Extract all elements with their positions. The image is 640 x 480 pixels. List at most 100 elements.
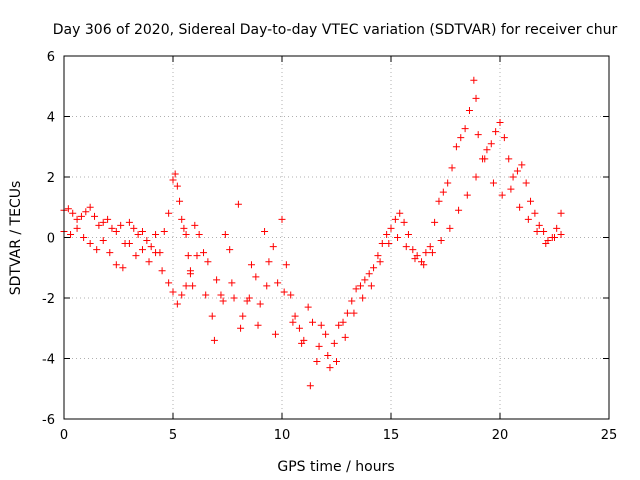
data-point [119, 264, 127, 272]
data-point [67, 230, 75, 238]
data-point [435, 197, 443, 205]
data-point [82, 208, 90, 216]
data-point [522, 179, 530, 187]
data-point [263, 282, 271, 290]
data-point [348, 297, 356, 305]
data-point [540, 227, 548, 235]
data-point [210, 336, 218, 344]
x-axis-label: GPS time / hours [277, 459, 394, 475]
data-point [361, 276, 369, 284]
data-point [160, 227, 168, 235]
data-point [178, 215, 186, 223]
data-point [228, 279, 236, 287]
data-point [287, 291, 295, 299]
data-point [171, 170, 179, 178]
data-point [420, 261, 428, 269]
data-point [274, 279, 282, 287]
data-point [422, 249, 430, 257]
data-point [446, 224, 454, 232]
data-point [77, 212, 85, 220]
data-point [531, 209, 539, 217]
y-tick-label: -2 [42, 292, 55, 307]
data-point [315, 342, 323, 350]
data-point [524, 215, 532, 223]
data-point [152, 249, 160, 257]
data-point [86, 240, 94, 248]
x-tick-label: 0 [60, 428, 68, 443]
data-point [313, 358, 321, 366]
data-point [496, 119, 504, 127]
y-tick-label: 2 [47, 171, 55, 186]
data-point [455, 206, 463, 214]
data-point [280, 288, 288, 296]
data-point [374, 252, 382, 260]
data-point [385, 240, 393, 248]
data-point [80, 234, 88, 241]
data-point [452, 143, 460, 151]
x-tick-label: 25 [601, 428, 618, 443]
data-point [184, 252, 192, 260]
data-point [125, 240, 133, 248]
data-point [182, 282, 190, 290]
data-point [557, 209, 565, 217]
data-point [86, 203, 94, 211]
data-point [152, 230, 160, 238]
x-tick-label: 5 [169, 428, 177, 443]
data-point [289, 318, 297, 326]
data-point [409, 246, 417, 254]
data-point [112, 261, 120, 269]
data-point [341, 333, 349, 341]
data-point [461, 125, 469, 133]
data-point [391, 215, 399, 223]
data-point [426, 243, 434, 251]
data-point [400, 218, 408, 226]
data-point [333, 358, 340, 366]
data-point [339, 318, 347, 326]
data-point [182, 230, 190, 238]
data-point [282, 261, 290, 269]
data-point [189, 282, 197, 290]
data-point [356, 282, 364, 290]
data-point [507, 185, 515, 193]
data-point [158, 267, 166, 275]
data-point [330, 339, 338, 347]
data-point [169, 176, 177, 184]
data-point [343, 309, 351, 317]
data-point [178, 291, 186, 299]
data-point [487, 140, 495, 148]
data-point [247, 261, 255, 269]
data-point [125, 218, 133, 226]
data-point [269, 243, 277, 251]
data-point [254, 321, 262, 329]
data-point [411, 255, 419, 263]
data-point [394, 234, 402, 241]
data-point [324, 351, 332, 359]
data-point [509, 173, 517, 181]
data-point [551, 234, 558, 241]
data-point [138, 246, 146, 254]
data-point [370, 264, 378, 272]
data-point [513, 167, 521, 175]
data-point [73, 215, 81, 223]
x-tick-label: 20 [492, 428, 509, 443]
data-point [474, 131, 482, 139]
data-point [95, 221, 103, 229]
data-point [535, 221, 543, 229]
data-point [309, 318, 317, 326]
data-point [457, 134, 465, 142]
data-point [64, 205, 72, 213]
data-point [439, 188, 447, 196]
data-point [165, 279, 173, 287]
data-point [208, 312, 216, 320]
data-point [505, 155, 513, 163]
data-point [195, 230, 203, 238]
data-point [132, 252, 140, 260]
data-point [298, 339, 306, 347]
data-point [516, 203, 524, 211]
data-point [226, 246, 234, 254]
data-point [387, 224, 395, 232]
data-point [143, 237, 151, 245]
axis-ticks: 0 5 10 15 20 25 -6 -4 -2 0 2 4 6 [42, 50, 617, 443]
data-point [261, 227, 269, 235]
